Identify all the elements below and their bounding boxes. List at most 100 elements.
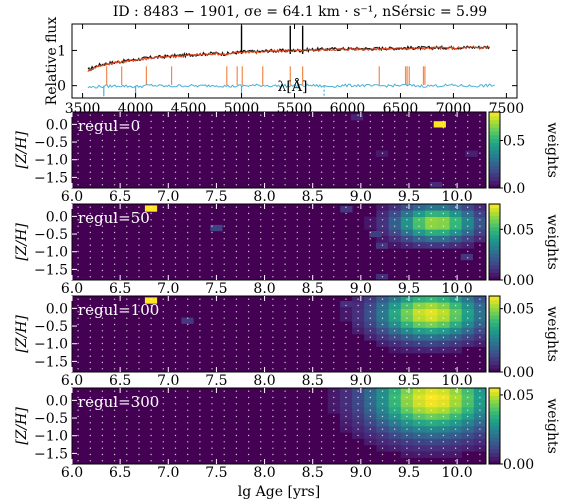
grid-dot — [272, 276, 274, 278]
grid-dot — [223, 453, 225, 456]
grid-dot — [247, 244, 250, 246]
grid-dot — [406, 250, 408, 253]
grid-dot — [260, 336, 262, 338]
grid-dot — [308, 238, 311, 240]
grid-dot — [320, 396, 323, 399]
grid-dot — [479, 415, 481, 418]
grid-dot — [406, 409, 408, 411]
grid-dot — [418, 342, 420, 345]
grid-dot — [247, 219, 250, 221]
grid-dot — [394, 158, 396, 161]
grid-dot — [150, 336, 152, 338]
grid-dot — [77, 304, 79, 307]
grid-dot — [235, 127, 238, 129]
grid-dot — [260, 206, 262, 208]
grid-dot — [320, 238, 323, 240]
grid-dot — [418, 276, 420, 278]
grid-dot — [126, 133, 128, 135]
colorbar-segment — [489, 272, 500, 277]
grid-dot — [199, 158, 201, 161]
grid-dot — [235, 323, 238, 326]
grid-dot — [467, 323, 469, 326]
grid-dot — [272, 238, 274, 240]
grid-dot — [333, 460, 335, 462]
y-tick-label: −1.5 — [34, 262, 68, 278]
grid-dot — [235, 244, 238, 246]
grid-dot — [308, 269, 311, 272]
grid-dot — [406, 368, 408, 370]
grid-dot — [223, 409, 225, 411]
x-tick-label: 9.5 — [398, 465, 420, 481]
grid-dot — [418, 311, 420, 313]
grid-dot — [260, 257, 262, 259]
grid-dot — [406, 298, 408, 300]
grid-dot — [247, 127, 250, 129]
grid-dot — [296, 133, 298, 135]
grid-dot — [162, 146, 164, 148]
x-tick-label: 6.5 — [109, 281, 131, 297]
colorbar-segment — [489, 119, 500, 124]
grid-dot — [394, 165, 396, 167]
grid-dot — [272, 269, 274, 272]
grid-dot — [467, 276, 469, 278]
grid-dot — [479, 428, 481, 430]
grid-dot — [199, 276, 201, 278]
grid-dot — [162, 231, 164, 234]
grid-dot — [77, 165, 79, 167]
grid-dot — [467, 206, 469, 208]
figure-title: ID : 8483 − 1901, σe = 64.1 km · s⁻¹, nS… — [113, 4, 487, 20]
grid-dot — [235, 263, 238, 265]
grid-dot — [454, 127, 457, 129]
grid-dot — [138, 133, 140, 135]
grid-dot — [150, 231, 152, 234]
grid-dot — [113, 336, 116, 338]
grid-dot — [113, 368, 116, 370]
grid-dot — [284, 434, 286, 437]
grid-dot — [211, 434, 213, 437]
grid-dot — [199, 231, 201, 234]
x-tick-label: 8.5 — [302, 465, 324, 481]
grid-dot — [284, 231, 286, 234]
grid-dot — [296, 434, 298, 437]
y-tick-label: 0.0 — [46, 209, 68, 225]
grid-dot — [260, 403, 262, 405]
grid-dot — [162, 368, 164, 370]
grid-dot — [406, 415, 408, 418]
grid-dot — [113, 238, 116, 240]
grid-dot — [333, 390, 335, 392]
grid-dot — [187, 146, 189, 148]
colorbar-segment — [489, 138, 500, 143]
grid-dot — [223, 269, 225, 272]
grid-dot — [187, 390, 189, 392]
grid-dot — [442, 422, 445, 424]
grid-dot — [333, 269, 335, 272]
grid-dot — [126, 453, 128, 456]
colorbar-segment — [489, 211, 500, 216]
grid-dot — [369, 317, 371, 319]
grid-dot — [162, 453, 164, 456]
grid-dot — [454, 434, 457, 437]
grid-dot — [369, 244, 371, 246]
grid-dot — [394, 361, 396, 364]
grid-dot — [199, 177, 201, 180]
grid-dot — [223, 447, 225, 449]
grid-dot — [77, 146, 79, 148]
grid-dot — [150, 127, 152, 129]
grid-dot — [199, 434, 201, 437]
grid-dot — [296, 120, 298, 123]
grid-dot — [320, 403, 323, 405]
grid-dot — [199, 206, 201, 208]
grid-dot — [187, 428, 189, 430]
grid-dot — [345, 146, 347, 148]
grid-dot — [430, 390, 432, 392]
y-tick-label: 0 — [57, 79, 66, 95]
x-tick-label: 9.5 — [398, 281, 420, 297]
grid-dot — [454, 361, 457, 364]
grid-dot — [235, 238, 238, 240]
grid-dot — [430, 184, 432, 186]
grid-dot — [174, 152, 177, 154]
grid-dot — [467, 250, 469, 253]
grid-dot — [272, 403, 274, 405]
grid-dot — [211, 453, 213, 456]
grid-dot — [333, 139, 335, 142]
